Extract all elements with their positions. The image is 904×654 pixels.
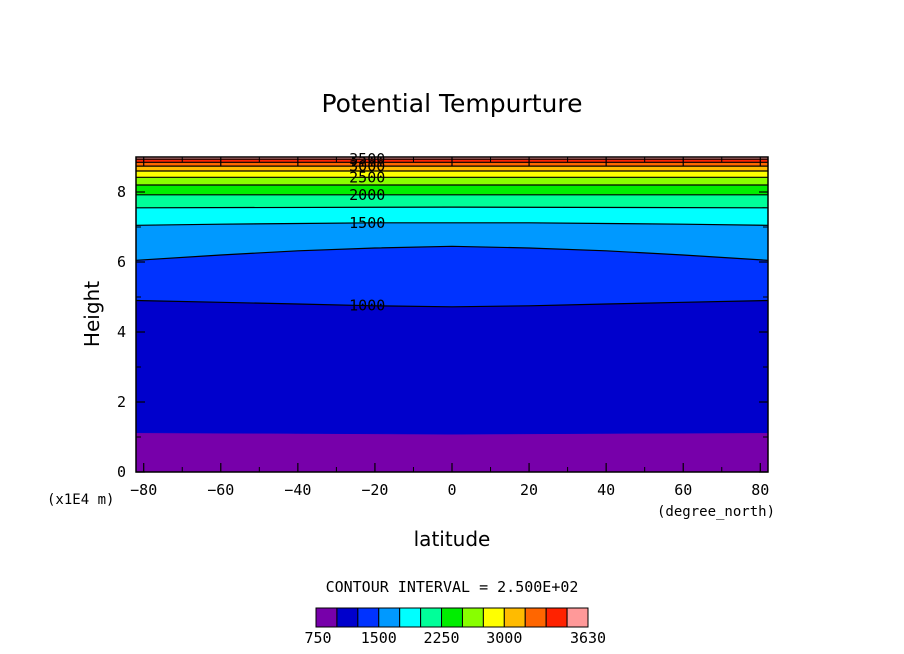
colorbar-cell — [524, 607, 547, 628]
x-tick-label: 0 — [447, 481, 456, 499]
colorbar-label: 1500 — [361, 629, 397, 647]
contour-label-1500: 1500 — [349, 214, 385, 232]
contour-band-1 — [136, 300, 768, 435]
y-tick-label: 8 — [117, 183, 126, 201]
colorbar-label: 2250 — [423, 629, 459, 647]
y-tick-label: 4 — [117, 323, 126, 341]
contour-interval-note: CONTOUR INTERVAL = 2.500E+02 — [326, 578, 579, 596]
x-tick-label: −40 — [284, 481, 311, 499]
colorbar-cell — [461, 607, 484, 628]
contour-label-1000: 1000 — [349, 297, 385, 315]
colorbar-cell — [545, 607, 568, 628]
y-tick-label: 6 — [117, 253, 126, 271]
contour-band-7 — [136, 177, 768, 186]
contour-line-1250 — [136, 245, 768, 261]
chart-title: Potential Tempurture — [322, 89, 583, 118]
contour-band-6 — [136, 184, 768, 196]
contour-label-2000: 2000 — [349, 186, 385, 204]
colorbar-label: 3000 — [486, 629, 522, 647]
colorbar — [315, 607, 589, 628]
colorbar-cell — [399, 607, 422, 628]
x-axis-units: (degree_north) — [657, 504, 775, 520]
colorbar-cell — [482, 607, 505, 628]
colorbar-cell — [378, 607, 401, 628]
x-tick-label: −60 — [207, 481, 234, 499]
contour-label-3500: 3500 — [349, 150, 385, 168]
y-axis-title: Height — [80, 281, 104, 347]
x-axis-ticks: −80 −60 −40 −20 0 20 40 60 80 — [130, 157, 769, 499]
colorbar-label: 3630 — [570, 629, 606, 647]
colorbar-label: 750 — [304, 629, 331, 647]
x-tick-label: −20 — [361, 481, 388, 499]
colorbar-labels: 750 1500 2250 3000 3630 — [304, 629, 606, 647]
contour-line-1750 — [136, 206, 768, 209]
contour-label-3000: 3000 — [349, 157, 385, 175]
colorbar-cell — [420, 607, 443, 628]
x-tick-label: 60 — [674, 481, 692, 499]
y-axis-units: (x1E4 m) — [47, 492, 114, 508]
y-tick-label: 0 — [117, 463, 126, 481]
x-tick-label: 40 — [597, 481, 615, 499]
x-tick-label: 20 — [520, 481, 538, 499]
contour-fills — [136, 157, 768, 472]
contour-band-8 — [136, 170, 768, 178]
contour-band-2 — [136, 246, 768, 308]
contour-line-1500 — [136, 222, 768, 226]
contour-label-2500: 2500 — [349, 168, 385, 186]
contour-band-5 — [136, 194, 768, 209]
colorbar-cell — [441, 607, 463, 628]
colorbar-cell — [315, 607, 338, 628]
colorbar-cell — [566, 607, 589, 628]
x-tick-label: −80 — [130, 481, 157, 499]
x-axis-title: latitude — [414, 527, 491, 551]
x-tick-label: 80 — [751, 481, 769, 499]
y-tick-label: 2 — [117, 393, 126, 411]
colorbar-cell — [357, 607, 380, 628]
contour-band-9 — [136, 165, 768, 172]
colorbar-cell — [336, 607, 359, 628]
contour-line-1000 — [136, 299, 768, 308]
colorbar-cell — [503, 607, 526, 628]
y-axis-ticks: 0 2 4 6 8 — [117, 156, 768, 481]
